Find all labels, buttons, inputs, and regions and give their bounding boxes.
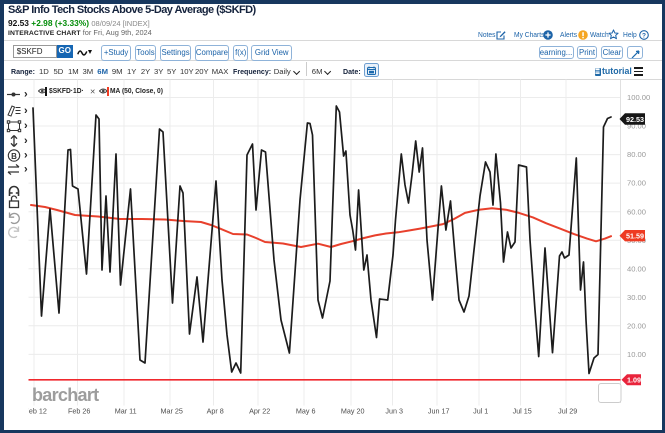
svg-text:›: ›: [24, 150, 28, 162]
svg-text:›: ›: [24, 105, 28, 117]
svg-text:20.00: 20.00: [627, 321, 646, 330]
svg-text:Apr 22: Apr 22: [249, 407, 270, 416]
svg-text:Mar 11: Mar 11: [115, 407, 137, 416]
svg-text:92.53: 92.53: [626, 115, 644, 124]
svg-text:Jul 1: Jul 1: [473, 407, 488, 416]
svg-text:Jun 3: Jun 3: [385, 407, 403, 416]
svg-text:Jun 17: Jun 17: [428, 407, 450, 416]
svg-text:1.09: 1.09: [627, 376, 641, 385]
svg-text:10.00: 10.00: [627, 350, 646, 359]
svg-text:B: B: [11, 152, 17, 161]
svg-text:›: ›: [24, 120, 28, 132]
svg-text:›: ›: [24, 135, 28, 147]
svg-text:Jul 29: Jul 29: [558, 407, 577, 416]
svg-text:80.00: 80.00: [627, 150, 646, 159]
svg-text:May 6: May 6: [296, 407, 316, 416]
svg-text:Feb 26: Feb 26: [68, 407, 90, 416]
svg-text:40.00: 40.00: [627, 264, 646, 273]
svg-text:90.00: 90.00: [627, 122, 646, 131]
svg-text:30.00: 30.00: [627, 293, 646, 302]
svg-text:Jul 15: Jul 15: [513, 407, 532, 416]
svg-text:›: ›: [24, 164, 28, 176]
svg-text:51.59: 51.59: [626, 232, 644, 241]
svg-text:?: ?: [642, 32, 646, 39]
svg-text:100.00: 100.00: [627, 93, 650, 102]
svg-text:May 20: May 20: [341, 407, 365, 416]
svg-text:70.00: 70.00: [627, 179, 646, 188]
svg-text:60.00: 60.00: [627, 207, 646, 216]
svg-text:Mar 25: Mar 25: [161, 407, 183, 416]
svg-text:Feb 12: Feb 12: [25, 407, 47, 416]
svg-text:barchart: barchart: [32, 385, 99, 405]
svg-text:Apr 8: Apr 8: [207, 407, 224, 416]
svg-text:›: ›: [24, 89, 28, 101]
